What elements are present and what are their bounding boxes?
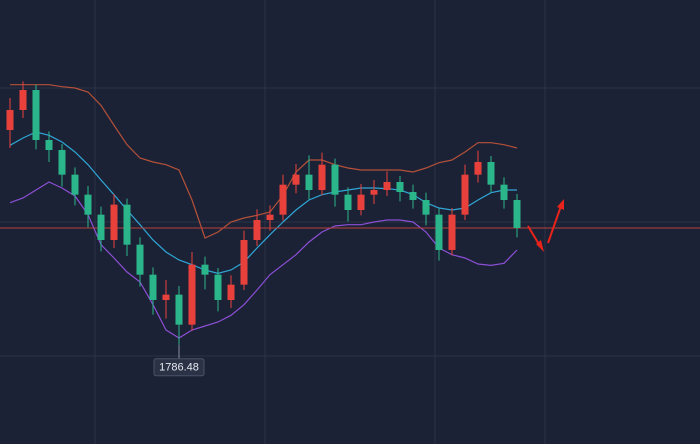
candle-body <box>45 140 53 150</box>
candle-body <box>214 274 222 300</box>
candle-body <box>383 182 391 190</box>
candle-body <box>227 284 235 300</box>
low-label: 1786.48 <box>159 362 199 374</box>
low-label-box <box>153 358 205 377</box>
candle-body <box>136 244 144 275</box>
candle-body <box>422 200 430 215</box>
candle-body <box>32 90 40 140</box>
candle-body <box>240 240 248 285</box>
candle-body <box>513 200 521 228</box>
candle-body <box>84 194 92 215</box>
candle-body <box>6 110 14 130</box>
candle-body <box>123 204 131 245</box>
candle-body <box>500 184 508 200</box>
candle-body <box>201 264 209 275</box>
candle-body <box>58 150 66 175</box>
arrow-down-head <box>536 240 544 252</box>
candle-body <box>474 162 482 175</box>
candle-body <box>331 164 339 195</box>
candle-body <box>175 294 183 325</box>
candle-body <box>344 194 352 210</box>
plot: 1786.48 <box>0 81 700 377</box>
overlay-line <box>10 84 518 239</box>
arrow-up-head <box>557 199 564 210</box>
candle-body <box>162 294 170 300</box>
overlay-line <box>9 181 518 339</box>
candle-body <box>396 182 404 192</box>
candle-body <box>409 192 417 200</box>
arrow-up <box>547 205 562 244</box>
candle-body <box>487 162 495 185</box>
overlay-line <box>9 131 517 274</box>
candle-body <box>71 174 79 195</box>
candle-body <box>149 274 157 300</box>
candle-body <box>318 164 326 190</box>
candle-body <box>188 264 196 325</box>
candle-body <box>19 90 27 110</box>
candle-body <box>461 174 469 215</box>
arrows <box>527 199 564 252</box>
candle-body <box>97 214 105 240</box>
candle-body <box>292 174 300 185</box>
candle-body <box>370 190 378 195</box>
candle-body <box>253 220 261 240</box>
candle-body <box>110 204 118 240</box>
candle-body <box>357 194 365 210</box>
candle-body <box>448 214 456 250</box>
candle-body <box>435 214 443 250</box>
candle-body <box>266 214 274 220</box>
candle-body <box>279 184 287 215</box>
candle-body <box>305 174 313 190</box>
